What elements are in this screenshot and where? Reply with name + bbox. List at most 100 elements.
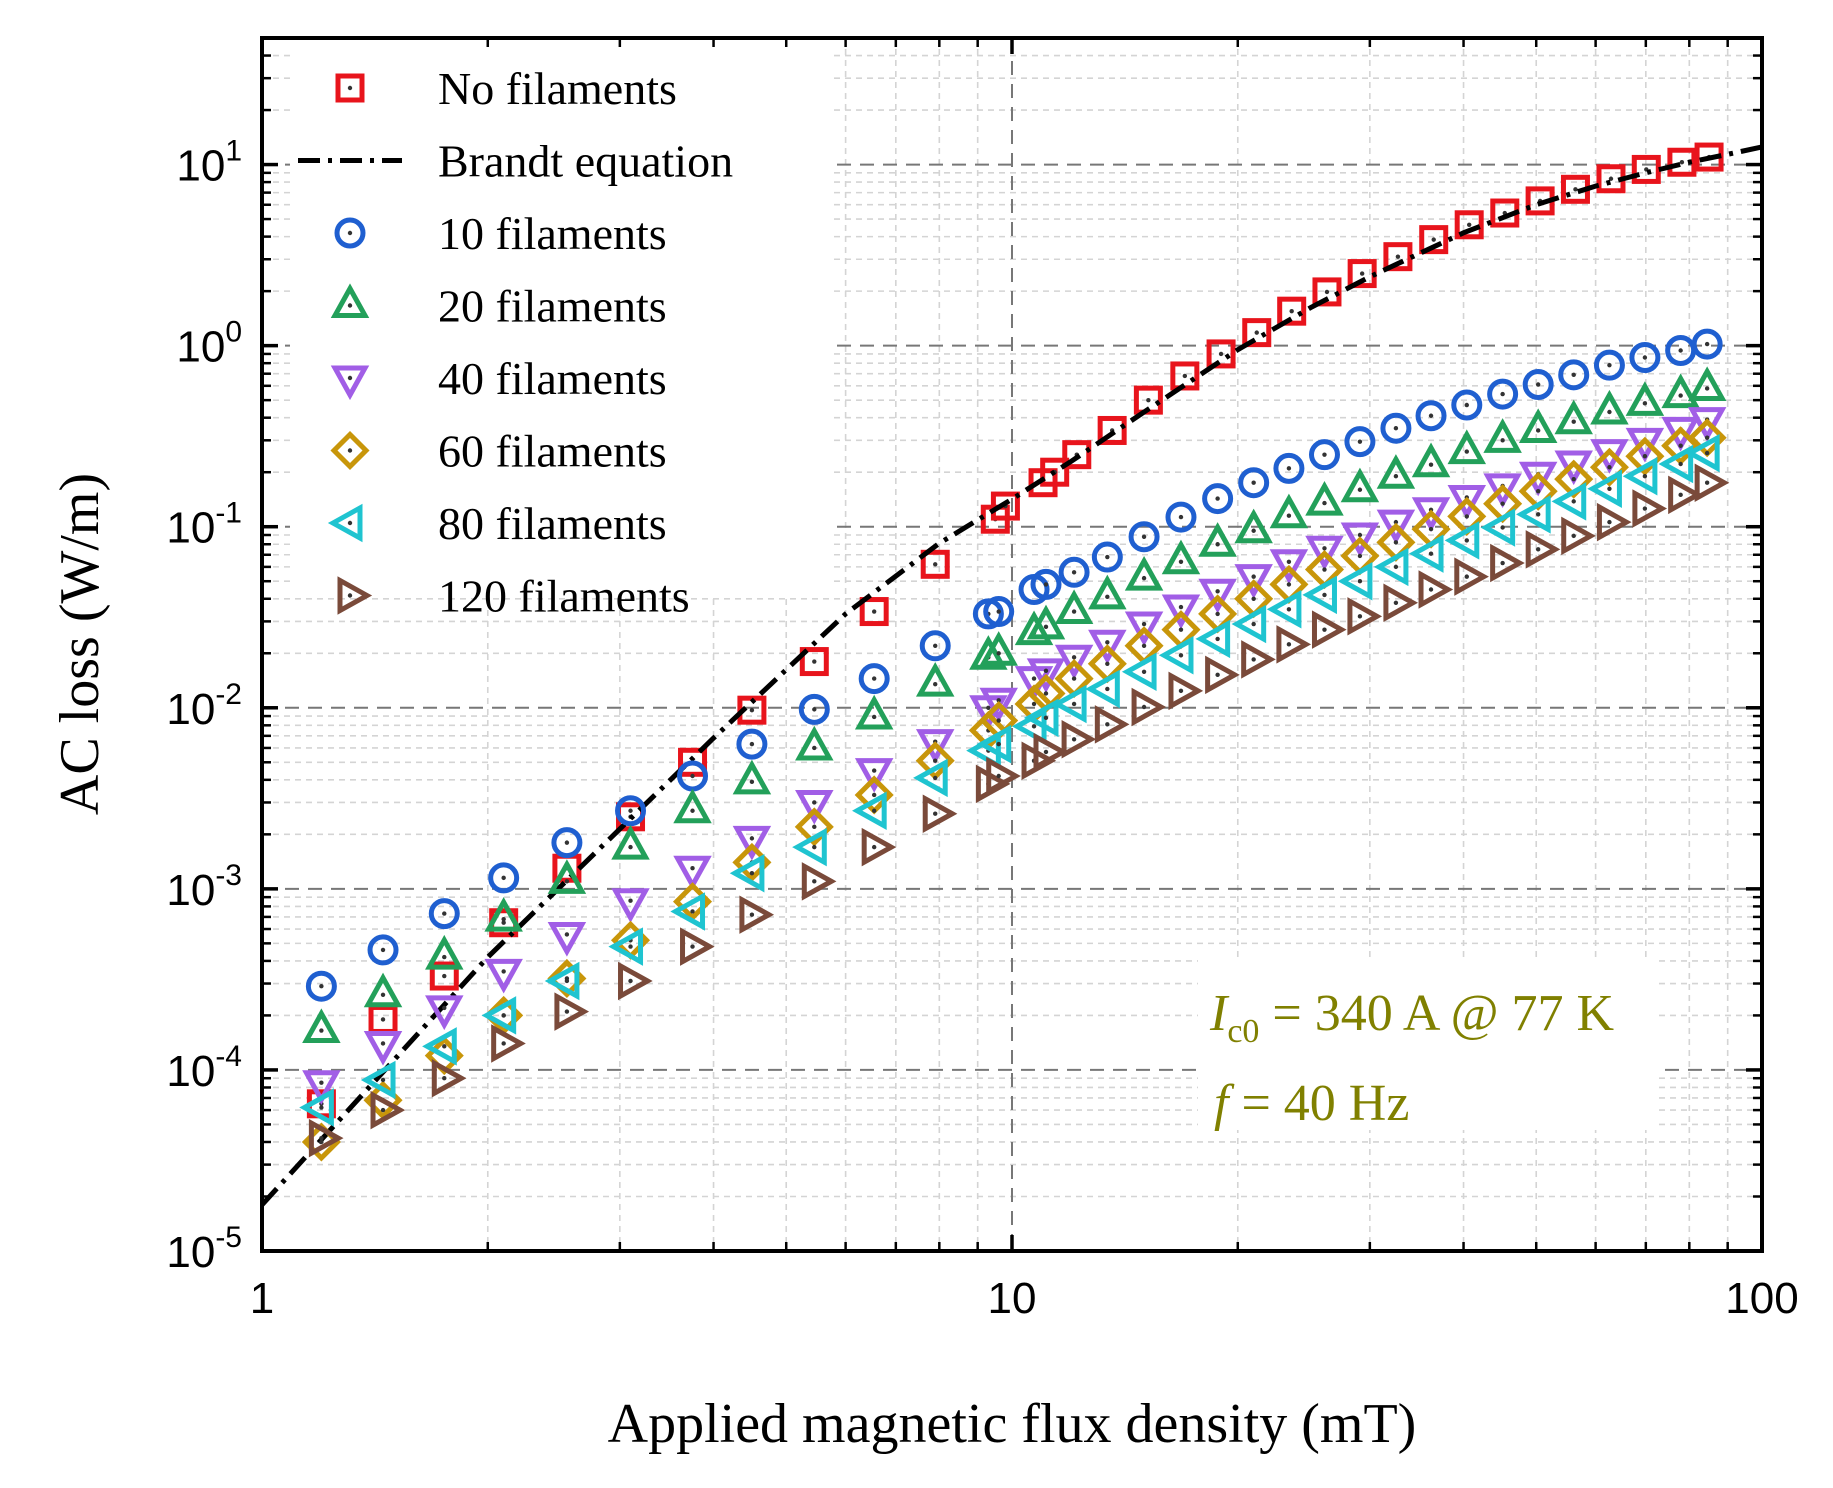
- y-tick-label-base: 10: [166, 1228, 215, 1277]
- data-point-no-filaments: [1312, 277, 1342, 307]
- data-point-40-filaments: [363, 1030, 403, 1066]
- data-point-10-filaments: [1380, 412, 1412, 444]
- data-point-120-filaments: [1094, 705, 1130, 744]
- legend-label: 80 filaments: [438, 498, 667, 549]
- y-tick-label-base: 10: [166, 504, 215, 553]
- data-point-10-filaments: [1593, 349, 1625, 381]
- y-tick-label-exponent: 0: [225, 316, 242, 349]
- data-point-60-filaments: [1589, 447, 1629, 487]
- legend-swatch: [330, 430, 370, 471]
- data-point-40-filaments: [1161, 594, 1201, 630]
- data-point-40-filaments: [1234, 564, 1273, 599]
- data-point-20-filaments: [979, 631, 1018, 666]
- data-point-80-filaments: [913, 758, 948, 798]
- legend-swatch: [330, 365, 370, 401]
- data-point-120-filaments: [370, 1090, 406, 1130]
- y-tick-label-exponent: -3: [215, 859, 242, 892]
- y-tick-label: 10-5: [166, 1221, 242, 1277]
- data-point-80-filaments: [1516, 495, 1551, 534]
- data-point-80-filaments: [1337, 561, 1373, 601]
- data-point-no-filaments: [429, 961, 459, 991]
- series-80-filaments: [299, 433, 1720, 1127]
- data-point-80-filaments: [1658, 444, 1694, 484]
- data-point-20-filaments: [425, 934, 464, 970]
- series-brandt-equation: [262, 144, 1762, 1207]
- data-point-80-filaments: [544, 961, 580, 1001]
- data-point-10-filaments: [1058, 556, 1090, 588]
- data-point-20-filaments: [1054, 589, 1094, 625]
- data-point-10-filaments: [1165, 501, 1197, 533]
- data-point-no-filaments: [1277, 296, 1307, 326]
- data-point-60-filaments: [1554, 459, 1594, 499]
- data-point-80-filaments: [608, 927, 644, 966]
- data-point-80-filaments: [1023, 698, 1059, 738]
- data-point-10-filaments: [919, 630, 951, 662]
- data-point-80-filaments: [1302, 575, 1337, 615]
- data-point-80-filaments: [481, 996, 517, 1035]
- data-point-60-filaments: [794, 807, 834, 847]
- data-point-no-filaments: [1206, 339, 1236, 369]
- y-tick-label-exponent: -1: [215, 497, 242, 530]
- data-point-20-filaments: [1340, 467, 1380, 503]
- data-point-40-filaments: [547, 921, 587, 957]
- data-point-80-filaments: [1408, 534, 1444, 573]
- data-point-20-filaments: [611, 824, 650, 860]
- data-point-20-filaments: [1447, 429, 1487, 465]
- data-point-10-filaments: [1128, 521, 1160, 553]
- y-tick-label-exponent: -2: [215, 678, 242, 711]
- legend: No filaments Brandt equation 10 filaments 2…: [298, 63, 733, 622]
- data-point-20-filaments: [547, 859, 587, 894]
- y-tick-label: 10-1: [166, 497, 242, 553]
- data-point-20-filaments: [302, 1008, 341, 1044]
- data-point-80-filaments: [670, 892, 706, 931]
- data-point-120-filaments: [1241, 640, 1276, 679]
- data-point-120-filaments: [1561, 516, 1596, 556]
- data-point-10-filaments: [367, 934, 399, 966]
- data-point-10-filaments: [1522, 369, 1554, 401]
- data-point-20-filaments: [1124, 555, 1164, 591]
- data-point-80-filaments: [360, 1060, 396, 1100]
- data-point-80-filaments: [1085, 669, 1120, 709]
- data-point-40-filaments: [611, 888, 650, 923]
- data-point-40-filaments: [1026, 658, 1066, 693]
- data-point-120-filaments: [308, 1118, 344, 1158]
- data-point-10-filaments: [1091, 541, 1123, 573]
- data-point-80-filaments: [852, 791, 887, 830]
- data-point-80-filaments: [1551, 482, 1587, 521]
- data-point-10-filaments: [1691, 328, 1723, 360]
- data-point-120-filaments: [1418, 570, 1454, 609]
- series-line-brandt-equation: [262, 144, 1762, 1207]
- data-point-10-filaments: [1487, 378, 1519, 410]
- legend-label: 60 filaments: [438, 426, 667, 477]
- y-tick-label-base: 10: [166, 1047, 215, 1096]
- data-point-80-filaments: [299, 1088, 334, 1127]
- data-point-40-filaments: [854, 758, 894, 793]
- data-point-120-filaments: [680, 927, 715, 966]
- data-point-20-filaments: [1234, 508, 1273, 544]
- data-point-10-filaments: [615, 795, 647, 827]
- y-tick-label: 100: [176, 316, 242, 372]
- data-point-120-filaments: [739, 895, 775, 934]
- legend-swatch: [334, 217, 366, 249]
- legend-item-60-filaments: 60 filaments: [330, 426, 667, 477]
- y-tick-label-exponent: -4: [215, 1040, 242, 1073]
- data-point-120-filaments: [861, 827, 897, 867]
- y-tick-label: 101: [176, 135, 242, 191]
- data-point-80-filaments: [1444, 521, 1480, 560]
- legend-swatch: [337, 576, 373, 615]
- legend-item-10-filaments: 10 filaments: [334, 208, 667, 259]
- data-point-20-filaments: [1687, 366, 1727, 401]
- legend-label: 120 filaments: [438, 571, 690, 622]
- data-point-40-filaments: [795, 789, 834, 825]
- data-point-120-filaments: [1168, 671, 1204, 711]
- data-point-120-filaments: [1383, 583, 1419, 623]
- data-point-10-filaments: [1629, 341, 1661, 373]
- data-point-120-filaments: [1347, 597, 1383, 636]
- x-axis-title: Applied magnetic flux density (mT): [608, 1393, 1417, 1455]
- data-point-no-filaments: [1454, 210, 1484, 240]
- data-point-80-filaments: [1231, 604, 1267, 644]
- annotation-critical-current-value: = 340 A @ 77 K: [1259, 985, 1614, 1042]
- data-point-120-filaments: [1596, 502, 1632, 542]
- data-point-80-filaments: [1684, 433, 1720, 473]
- data-point-120-filaments: [1668, 475, 1703, 515]
